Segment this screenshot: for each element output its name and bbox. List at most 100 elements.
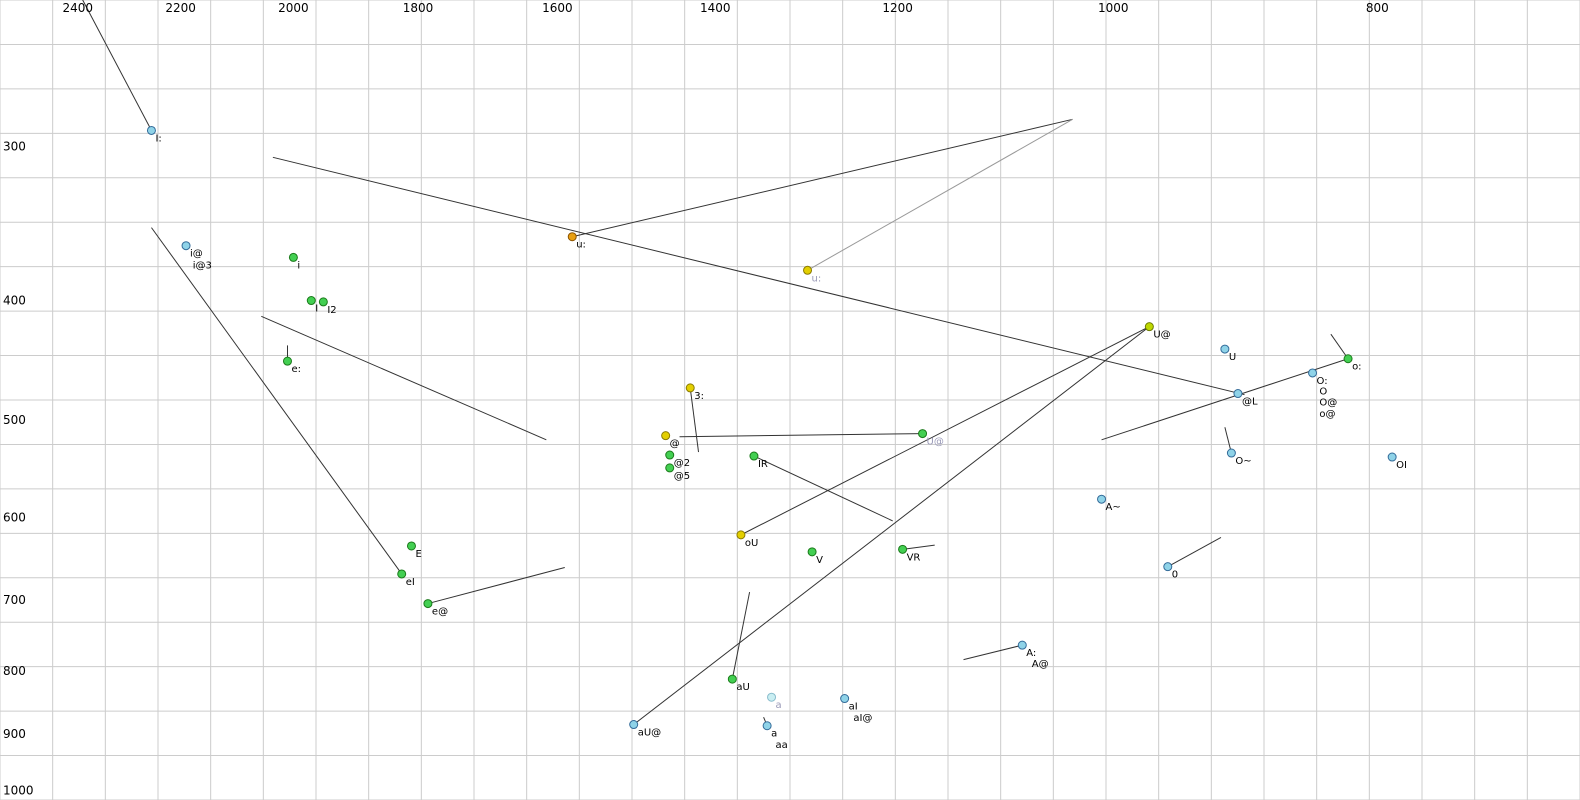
data-point-aU[interactable] xyxy=(727,674,737,684)
data-point-i@[interactable] xyxy=(181,241,191,251)
point-label: o: xyxy=(1352,362,1362,373)
point-label: aI xyxy=(849,702,858,713)
y-tick-label: 300 xyxy=(3,140,26,154)
point-label: e@ xyxy=(432,607,448,618)
point-label: U@ xyxy=(1153,330,1170,341)
data-point-@[interactable] xyxy=(661,431,671,441)
data-point-u:[interactable] xyxy=(803,265,813,275)
data-point-o:[interactable] xyxy=(1343,354,1353,364)
y-tick-label: 700 xyxy=(3,593,26,607)
point-label: @2 xyxy=(674,458,690,469)
point-label: O~ xyxy=(1235,456,1251,467)
data-point-I:[interactable] xyxy=(146,125,156,135)
trajectory-line xyxy=(572,118,1073,238)
data-point-E[interactable] xyxy=(406,541,416,551)
x-tick-label: 1400 xyxy=(700,1,731,15)
point-label: oU xyxy=(745,538,758,549)
point-label: @L xyxy=(1242,397,1258,408)
data-point-e:[interactable] xyxy=(282,356,292,366)
x-tick-label: 2200 xyxy=(165,1,196,15)
point-label: 3: xyxy=(694,391,704,402)
trajectory-line xyxy=(753,455,893,522)
y-tick-label: 1000 xyxy=(3,783,34,797)
point-label: V xyxy=(816,555,823,566)
data-point-i[interactable] xyxy=(288,252,298,262)
trajectory-line xyxy=(689,387,700,453)
data-point-eI[interactable] xyxy=(397,569,407,579)
point-label: i@ xyxy=(190,249,203,260)
data-point-e@[interactable] xyxy=(423,599,433,609)
point-label: O: xyxy=(1317,376,1328,387)
trajectory-line xyxy=(427,567,565,605)
trajectory-line xyxy=(902,544,935,550)
data-point-A:[interactable] xyxy=(1017,640,1027,650)
x-tick-label: 800 xyxy=(1366,1,1389,15)
point-label: U@ xyxy=(927,437,944,448)
point-label: 0 xyxy=(1172,570,1178,581)
data-point-U@[interactable] xyxy=(918,429,928,439)
data-point-@5[interactable] xyxy=(665,463,675,473)
data-point-IR[interactable] xyxy=(749,451,759,461)
point-label: eI xyxy=(406,577,415,588)
y-tick-label: 800 xyxy=(3,664,26,678)
y-tick-label: 900 xyxy=(3,727,26,741)
x-tick-label: 2400 xyxy=(62,1,93,15)
point-label: E xyxy=(415,549,421,560)
data-point-a[interactable] xyxy=(767,692,777,702)
point-label: i xyxy=(297,260,300,271)
data-point-A~[interactable] xyxy=(1097,494,1107,504)
y-tick-label: 500 xyxy=(3,413,26,427)
x-tick-label: 1800 xyxy=(403,1,434,15)
point-label: A: xyxy=(1026,648,1036,659)
data-point-@2[interactable] xyxy=(665,450,675,460)
point-label: @5 xyxy=(674,471,690,482)
trajectory-line xyxy=(272,156,1245,396)
data-points xyxy=(146,125,1397,731)
point-label: U xyxy=(1229,352,1236,363)
point-label: a xyxy=(771,729,777,740)
point-label: e: xyxy=(291,364,301,375)
trajectory-line xyxy=(679,433,923,438)
x-tick-label: 1200 xyxy=(882,1,913,15)
data-point-a[interactable] xyxy=(762,721,772,731)
data-point-VR[interactable] xyxy=(898,544,908,554)
trajectory-line xyxy=(82,0,152,131)
data-point-O~[interactable] xyxy=(1226,448,1236,458)
trajectory-line xyxy=(731,591,751,680)
point-label: aI@ xyxy=(853,713,872,724)
y-tick-label: 400 xyxy=(3,294,26,308)
x-tick-label: 1000 xyxy=(1098,1,1129,15)
trajectory-line xyxy=(740,326,1150,536)
data-point-U[interactable] xyxy=(1220,344,1230,354)
data-point-I[interactable] xyxy=(306,296,316,306)
point-label: u: xyxy=(576,240,586,251)
data-point-O:[interactable] xyxy=(1308,368,1318,378)
data-point-V[interactable] xyxy=(807,547,817,557)
trajectory-line xyxy=(1330,333,1349,360)
point-label: IR xyxy=(758,459,768,470)
data-point-oU[interactable] xyxy=(736,530,746,540)
point-label: A@ xyxy=(1032,659,1049,670)
point-label: O@ xyxy=(1319,398,1337,409)
data-point-aI[interactable] xyxy=(840,694,850,704)
point-label: u: xyxy=(812,273,822,284)
point-label: O xyxy=(1319,386,1327,397)
data-point-0[interactable] xyxy=(1163,562,1173,572)
point-label: i@3 xyxy=(193,260,212,271)
trajectory-line xyxy=(807,118,1073,271)
x-tick-label: 2000 xyxy=(278,1,309,15)
data-point-@L[interactable] xyxy=(1233,389,1243,399)
trajectory-line xyxy=(151,227,403,575)
point-label: OI xyxy=(1396,460,1407,471)
data-point-OI[interactable] xyxy=(1387,452,1397,462)
data-point-u:[interactable] xyxy=(567,232,577,242)
data-point-I2[interactable] xyxy=(318,297,328,307)
point-label: @ xyxy=(670,439,680,450)
data-point-3:[interactable] xyxy=(685,383,695,393)
data-point-U@[interactable] xyxy=(1144,322,1154,332)
data-point-aU@[interactable] xyxy=(629,720,639,730)
point-label: A~ xyxy=(1106,502,1121,513)
point-label: I xyxy=(315,304,318,315)
